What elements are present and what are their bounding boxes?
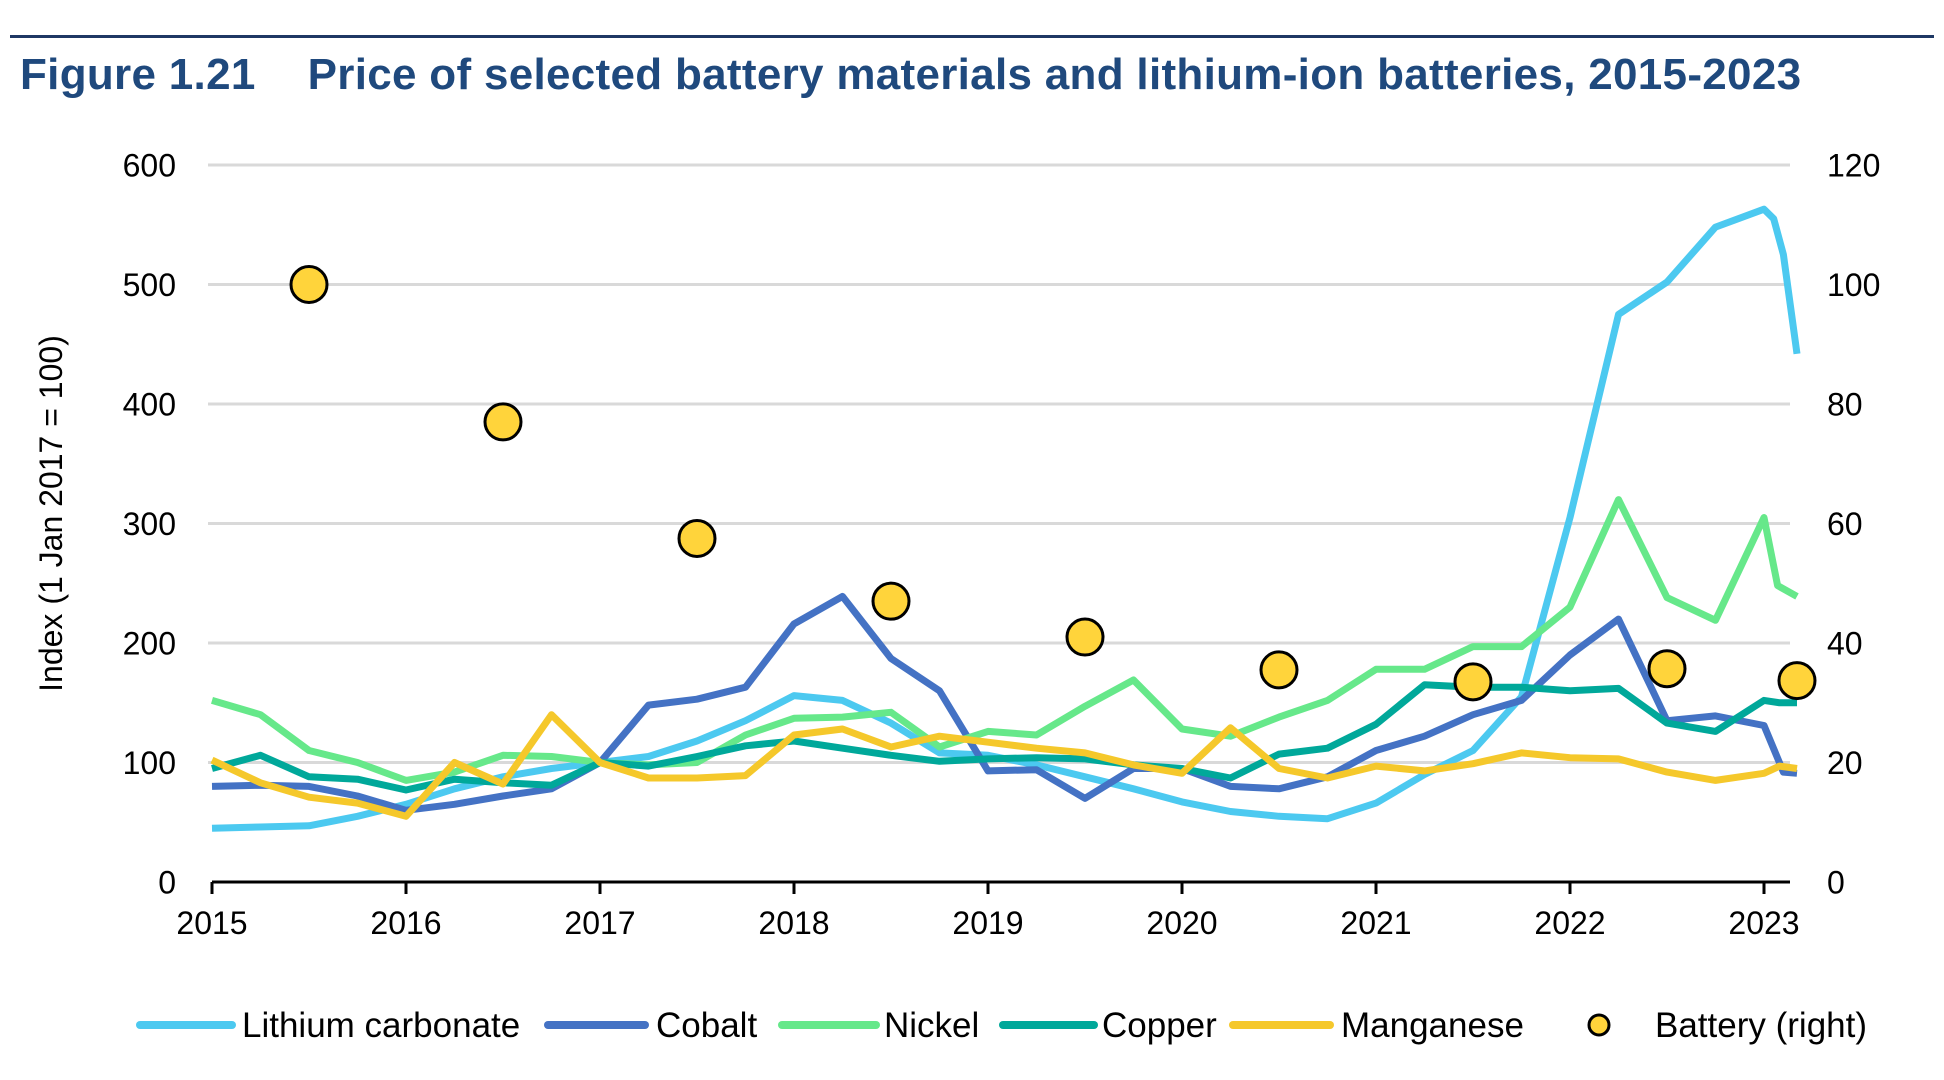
y2-tick-label: 0 (1827, 865, 1845, 901)
y-tick-label: 200 (123, 626, 176, 662)
axes: 2015 2016 2017 2018 2019 2020 2021 2022 2023 0 100… (33, 148, 1880, 941)
legend-label: Manganese (1341, 1006, 1524, 1045)
battery-point (1259, 650, 1299, 690)
y2-tick-label: 120 (1827, 148, 1880, 184)
legend-item-nickel: Nickel (778, 1006, 979, 1045)
series-line-manganese (210, 711, 1798, 820)
series (210, 205, 1817, 832)
legend-label: Copper (1102, 1006, 1217, 1045)
series-line-copper (211, 681, 1797, 794)
x-tick-label: 2016 (370, 905, 441, 941)
x-tick-label: 2019 (952, 905, 1023, 941)
battery-point (483, 402, 523, 442)
legend-label: Lithium carbonate (242, 1006, 520, 1045)
battery-point (677, 518, 717, 558)
y-tick-label: 400 (123, 387, 176, 423)
x-tick-label: 2017 (564, 905, 635, 941)
x-tick-label: 2021 (1340, 905, 1411, 941)
legend-item-manganese: Manganese (1229, 1006, 1524, 1045)
legend-item-copper: Copper (999, 1006, 1217, 1045)
legend-item-lithium-carbonate: Lithium carbonate (136, 1006, 520, 1045)
battery-point (1065, 617, 1105, 657)
y-tick-label: 0 (158, 865, 176, 901)
top-rule (10, 35, 1934, 38)
x-tick-label: 2020 (1146, 905, 1217, 941)
legend-item-cobalt: Cobalt (544, 1006, 757, 1045)
y2-tick-label: 20 (1827, 745, 1863, 781)
legend-swatch (1587, 1013, 1611, 1037)
figure-caption: Price of selected battery materials and … (307, 50, 1802, 99)
series-line-nickel (211, 496, 1799, 784)
legend-label: Nickel (884, 1006, 979, 1045)
y-axis-title: Index (1 Jan 2017 = 100) (33, 335, 69, 692)
battery-point (289, 265, 329, 304)
y2-tick-label: 60 (1827, 506, 1863, 542)
figure-title: Figure 1.21 Price of selected battery mat… (20, 50, 1801, 100)
y2-tick-label: 40 (1827, 626, 1863, 662)
battery-point (1453, 662, 1493, 702)
battery-point (1777, 661, 1817, 701)
y2-tick-label: 80 (1827, 387, 1863, 423)
legend-label: Cobalt (656, 1006, 757, 1045)
figure-number: Figure 1.21 (20, 50, 256, 99)
y2-tick-label: 100 (1827, 267, 1880, 303)
x-tick-label: 2018 (758, 905, 829, 941)
x-tick-label: 2015 (176, 905, 247, 941)
series-line-cobalt (211, 592, 1798, 814)
battery-point (871, 581, 911, 621)
y-tick-label: 300 (123, 506, 176, 542)
y-tick-label: 500 (123, 267, 176, 303)
battery-point (1647, 649, 1687, 689)
legend: Lithium carbonate Cobalt Nickel Copper Manga… (136, 1006, 1867, 1045)
legend-item-battery-right: Battery (right) (1587, 1006, 1867, 1045)
legend-label: Battery (right) (1655, 1006, 1867, 1045)
y-tick-label: 600 (123, 148, 176, 184)
x-tick-label: 2022 (1534, 905, 1605, 941)
y-tick-label: 100 (123, 745, 176, 781)
x-tick-label: 2023 (1728, 905, 1799, 941)
